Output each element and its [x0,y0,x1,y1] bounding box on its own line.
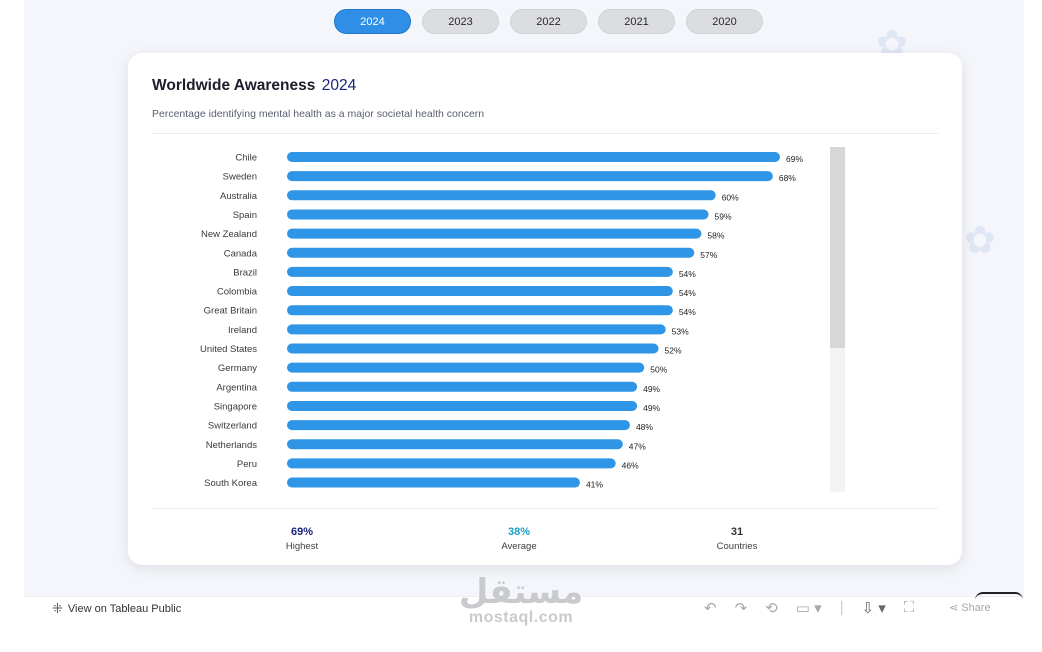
country-label: South Korea [204,478,258,489]
bar-value-label: 53% [672,326,689,336]
country-label: Great Britain [204,306,257,317]
country-label: Peru [237,459,257,470]
country-label: Switzerland [208,421,257,432]
country-label: Ireland [228,325,257,336]
country-label: Canada [224,248,258,259]
bar-value-label: 52% [665,346,682,356]
bar-value-label: 69% [786,154,803,164]
toolbar-actions: ↶ ↷ ⟲ ▭ ▾ | ⇩ ▾ ⛶ [704,599,914,617]
bar-value-label: 48% [636,422,653,432]
tab-year-2020[interactable]: 2020 [686,9,763,34]
bar[interactable] [287,343,659,354]
undo-icon[interactable]: ↶ [704,600,717,617]
revert-icon[interactable]: ⟲ [765,600,778,617]
bar[interactable] [287,420,630,431]
bar[interactable] [287,305,673,316]
bar[interactable] [287,324,666,335]
bar-value-label: 59% [715,211,732,221]
watermark-arabic: مستقل [458,572,584,612]
stat-highest: 69% Highest [242,526,362,552]
tableau-logo-icon: ⁜ [52,601,63,616]
bar-value-label: 50% [650,365,667,375]
bar[interactable] [287,247,695,258]
tableau-toolbar: ⁜ View on Tableau Public ↶ ↷ ⟲ ▭ ▾ | ⇩ ▾… [24,596,1024,618]
divider [152,133,938,134]
stat-countries-label: Countries [716,541,758,552]
country-label: Sweden [223,172,257,183]
bar-value-label: 54% [679,307,696,317]
country-label: New Zealand [201,229,257,240]
bar[interactable] [287,439,623,450]
card-title-text: Worldwide Awareness [152,77,316,94]
bar[interactable] [287,286,673,297]
bar-value-label: 49% [643,403,660,413]
country-label: Spain [233,210,257,221]
tab-year-2022[interactable]: 2022 [510,9,587,34]
watermark: مستقل mostaql.com [456,575,586,627]
country-label: Germany [218,363,257,374]
tab-year-2024[interactable]: 2024 [334,9,411,34]
stat-countries-value: 31 [730,526,744,538]
view-on-tableau-label: View on Tableau Public [67,603,182,615]
bar[interactable] [287,381,638,392]
stat-highest-value: 69% [290,526,314,538]
bar[interactable] [287,362,645,373]
bar[interactable] [287,458,616,469]
chart-scrollbar-thumb[interactable] [830,147,845,348]
share-button[interactable]: ⋖ Share [949,601,991,614]
bar[interactable] [287,266,673,277]
bar[interactable] [287,228,702,239]
refresh-icon[interactable]: ▭ ▾ [795,600,822,617]
watermark-latin: mostaql.com [468,609,574,626]
bar-value-label: 57% [700,250,717,260]
stat-average-value: 38% [507,526,531,538]
bar-value-label: 47% [629,441,646,451]
country-label: Netherlands [206,440,257,451]
card-subtitle: Percentage identifying mental health as … [152,108,485,120]
download-icon[interactable]: ⇩ ▾ [861,600,886,617]
corner-widget [975,592,1023,600]
tab-year-2021[interactable]: 2021 [598,9,675,34]
stat-highest-label: Highest [285,541,319,552]
stat-average-label: Average [501,541,537,552]
bar[interactable] [287,477,580,488]
bar[interactable] [287,152,780,162]
bar-value-label: 46% [622,460,639,470]
country-label: Chile [235,153,257,164]
divider [152,508,938,509]
bar[interactable] [287,190,716,201]
tab-year-2023[interactable]: 2023 [422,9,499,34]
bar-value-label: 60% [722,192,739,202]
country-label: Argentina [216,382,257,393]
view-on-tableau-link[interactable]: ⁜ View on Tableau Public [52,601,181,617]
bar-chart: Chile 69% Sweden 68% Australia 60% Spain 59% New… [200,152,803,490]
card-title: Worldwide Awareness 2024 [152,77,356,95]
country-label: Singapore [214,401,257,412]
stat-countries: 31 Countries [677,526,797,552]
bar-value-label: 58% [707,231,724,241]
bar-value-label: 54% [679,288,696,298]
bar-value-label: 54% [679,269,696,279]
redo-icon[interactable]: ↷ [734,600,748,617]
flower-decoration-icon: ✿ [964,220,996,262]
country-label: Colombia [217,287,258,298]
share-icon: ⋖ [949,602,959,614]
bar[interactable] [287,400,638,411]
country-label: Australia [220,191,258,202]
stat-average: 38% Average [459,526,579,552]
separator: | [839,599,844,616]
bar[interactable] [287,209,709,220]
bar-value-label: 41% [586,480,603,490]
bar-value-label: 49% [643,384,660,394]
country-label: United States [200,344,257,355]
awareness-card: Worldwide Awareness 2024 Percentage iden… [128,53,962,565]
country-label: Brazil [233,267,257,278]
card-title-year: 2024 [321,77,357,94]
year-filter-tabs: 2024 2023 2022 2021 2020 [334,9,763,34]
bar[interactable] [287,171,773,182]
share-label: Share [961,602,991,614]
bar-value-label: 68% [779,173,796,183]
fullscreen-icon[interactable]: ⛶ [903,599,915,616]
